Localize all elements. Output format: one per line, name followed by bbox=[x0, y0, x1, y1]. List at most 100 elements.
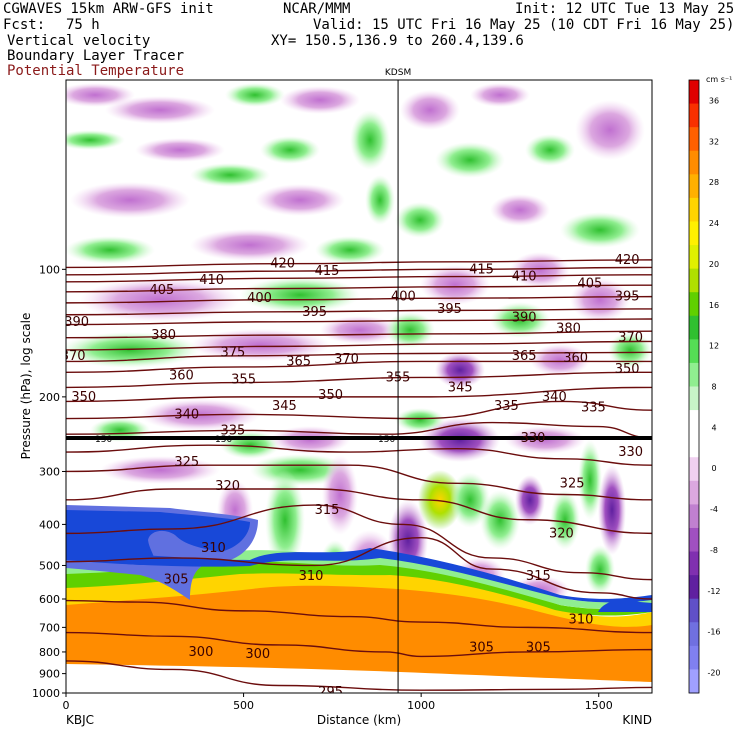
theta-label: 310 bbox=[569, 612, 594, 627]
theta-label: 320 bbox=[549, 526, 574, 541]
colorbar-unit: cm s⁻¹ bbox=[706, 75, 732, 84]
colorbar-tick-label: -12 bbox=[707, 587, 720, 596]
colorbar-swatch bbox=[689, 174, 699, 199]
theta-label: 400 bbox=[391, 290, 416, 305]
theta-contour-395 bbox=[66, 308, 652, 316]
colorbar-swatch bbox=[689, 457, 699, 482]
theta-label: 320 bbox=[215, 479, 240, 494]
theta-contour-305 bbox=[66, 599, 652, 634]
theta-label: 345 bbox=[272, 399, 297, 414]
colorbar-swatch bbox=[689, 103, 699, 128]
tropopause-label-mid: 150 bbox=[215, 435, 232, 445]
x-tick-label: 1500 bbox=[585, 699, 613, 712]
colorbar-swatch bbox=[689, 527, 699, 553]
theta-label: 395 bbox=[437, 302, 462, 317]
y-tick-label: 400 bbox=[39, 518, 60, 531]
colorbar-tick-label: 20 bbox=[709, 260, 719, 269]
theta-label: 325 bbox=[560, 476, 585, 491]
colorbar-tick-label: -16 bbox=[707, 628, 720, 637]
colorbar-tick-label: 4 bbox=[711, 423, 716, 432]
theta-label: 335 bbox=[494, 399, 519, 414]
theta-label: 340 bbox=[542, 390, 567, 405]
xy-coordinates: XY= 150.5,136.9 to 260.4,139.6 bbox=[271, 33, 524, 49]
theta-label: 335 bbox=[221, 423, 246, 438]
theta-label: 325 bbox=[174, 455, 199, 470]
vertical-velocity-upper-field bbox=[66, 83, 652, 388]
colorbar-swatch bbox=[689, 339, 699, 364]
theta-label: 295 bbox=[318, 685, 343, 700]
colorbar-tick-label: 0 bbox=[711, 464, 716, 473]
field-boundary-tracer: Boundary Layer Tracer bbox=[7, 48, 185, 64]
colorbar-swatch bbox=[689, 622, 699, 647]
colorbar-swatch bbox=[689, 150, 699, 175]
colorbar-swatch bbox=[689, 551, 699, 576]
colorbar-swatch bbox=[689, 504, 699, 529]
theta-label: 365 bbox=[286, 354, 311, 369]
colorbar-tick-label: 32 bbox=[709, 137, 719, 146]
theta-label: 335 bbox=[581, 401, 606, 416]
theta-contour-410 bbox=[66, 274, 652, 283]
theta-label: 420 bbox=[270, 257, 295, 272]
theta-label: 305 bbox=[469, 640, 494, 655]
fcst-value: 75 h bbox=[66, 17, 100, 33]
theta-label: 345 bbox=[448, 380, 473, 395]
colorbar-swatch bbox=[689, 669, 699, 694]
theta-label: 350 bbox=[71, 390, 96, 405]
tropopause-label-left: 150 bbox=[95, 435, 112, 445]
colorbar-swatch bbox=[689, 386, 699, 411]
theta-label: 365 bbox=[512, 349, 537, 364]
colorbar-swatch bbox=[689, 245, 699, 270]
theta-contour-330 bbox=[66, 444, 652, 466]
y-tick-label: 500 bbox=[39, 559, 60, 572]
x-axis: 0 500 1000 1500 bbox=[63, 693, 613, 712]
colorbar-tick-label: -8 bbox=[710, 546, 718, 555]
colorbar-swatch bbox=[689, 598, 699, 623]
colorbar-tick-label: 36 bbox=[709, 96, 719, 105]
theta-label: 330 bbox=[618, 445, 643, 460]
theta-label: 390 bbox=[64, 315, 89, 330]
colorbar-swatch bbox=[689, 433, 699, 458]
colorbar-swatch bbox=[689, 221, 699, 246]
y-tick-label: 200 bbox=[39, 391, 60, 404]
theta-label: 400 bbox=[247, 291, 272, 306]
x-axis-title: Distance (km) bbox=[317, 713, 401, 727]
theta-label: 310 bbox=[201, 541, 226, 556]
colorbar-tick-label: 16 bbox=[709, 301, 719, 310]
x-tick-label: 500 bbox=[233, 699, 254, 712]
theta-contour-370 bbox=[66, 340, 652, 351]
org-label: NCAR/MMM bbox=[283, 1, 351, 17]
theta-contour-325 bbox=[66, 464, 652, 501]
colorbar-tick-label: 8 bbox=[711, 383, 716, 392]
theta-label: 415 bbox=[315, 264, 340, 279]
colorbar-swatch bbox=[689, 268, 699, 293]
theta-label: 300 bbox=[245, 647, 270, 662]
potential-temperature-labels: 420 415 410 415 420 405 405 410 400 395 400 395 395 3… bbox=[61, 253, 643, 700]
left-station-label: KBJC bbox=[66, 713, 94, 727]
theta-label: 370 bbox=[618, 331, 643, 346]
theta-label: 370 bbox=[334, 352, 359, 367]
theta-contour-415 bbox=[66, 266, 652, 276]
tropopause-label-right: 150 bbox=[378, 435, 395, 445]
theta-contour-400 bbox=[66, 295, 652, 304]
theta-label: 395 bbox=[302, 305, 327, 320]
y-axis: 100 200 300 400 500 600 700 800 900 1000 bbox=[32, 263, 66, 700]
right-station-label: KIND bbox=[622, 713, 652, 727]
colorbar-frame bbox=[688, 79, 700, 694]
x-tick-label: 1000 bbox=[407, 699, 435, 712]
colorbar-swatch bbox=[689, 315, 699, 340]
plot-area: 420 415 410 415 420 405 405 410 400 395 400 395 395 3… bbox=[61, 80, 652, 700]
station-marker-label: KDSM bbox=[385, 68, 411, 78]
y-tick-label: 600 bbox=[39, 593, 60, 606]
colorbar-tick-label: 12 bbox=[709, 342, 719, 351]
theta-label: 370 bbox=[61, 349, 86, 364]
theta-contour-405 bbox=[66, 284, 652, 293]
y-tick-label: 300 bbox=[39, 465, 60, 478]
colorbar-tick-label: -4 bbox=[710, 505, 718, 514]
theta-contour-390 bbox=[66, 318, 652, 326]
field-potential-temperature: Potential Temperature bbox=[7, 63, 185, 79]
theta-label: 350 bbox=[615, 362, 640, 377]
theta-label: 360 bbox=[169, 368, 194, 383]
theta-label: 355 bbox=[231, 373, 256, 388]
colorbar-swatch bbox=[689, 410, 699, 435]
colorbar-swatch bbox=[689, 127, 699, 152]
